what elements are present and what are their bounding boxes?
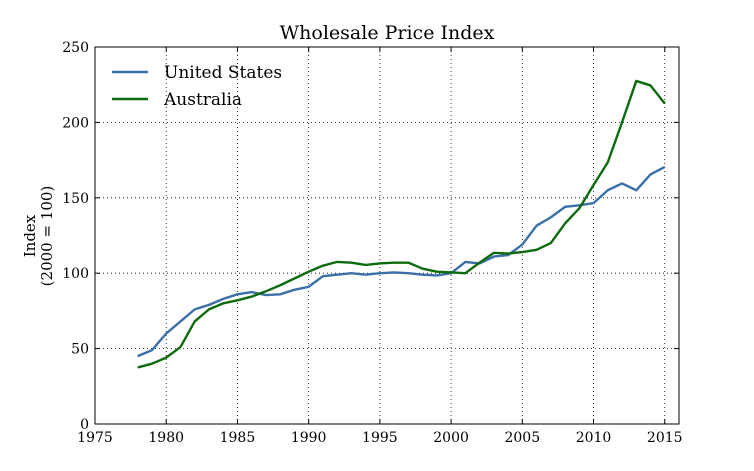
- x-tick-label: 2010: [576, 430, 612, 446]
- axis-ticks: 1975 1980 1985 1990 1995 2000 2005 2010 2015 0 50 1…: [62, 40, 682, 446]
- series-line-australia: [137, 79, 666, 369]
- chart-title: Wholesale Price Index: [280, 22, 495, 44]
- y-tick-label: 50: [71, 342, 89, 358]
- x-tick-label: 1985: [220, 430, 256, 446]
- x-tick-label: 2000: [433, 430, 469, 446]
- plot-frame: [94, 46, 680, 425]
- x-tick-label: 1995: [362, 430, 398, 446]
- x-tick-label: 1975: [77, 430, 113, 446]
- legend: United States Australia: [112, 63, 282, 110]
- y-tick-label: 150: [62, 191, 89, 207]
- legend-label-australia: Australia: [163, 90, 242, 110]
- x-tick-label: 1990: [291, 430, 327, 446]
- y-tick-label: 100: [62, 266, 89, 282]
- y-axis-label-sub: (2000 = 100): [38, 186, 56, 287]
- y-tick-label: 250: [62, 40, 89, 56]
- legend-label-united-states: United States: [164, 63, 282, 83]
- x-tick-label: 2005: [504, 430, 540, 446]
- x-tick-label: 2015: [647, 430, 683, 446]
- series-layer: [137, 79, 666, 369]
- y-axis-title: Index (2000 = 100): [21, 186, 56, 287]
- x-tick-label: 1980: [148, 430, 184, 446]
- series-line-united-states: [137, 165, 666, 358]
- y-tick-label: 0: [80, 417, 89, 433]
- y-axis-label: Index: [21, 214, 39, 257]
- y-tick-label: 200: [62, 115, 89, 131]
